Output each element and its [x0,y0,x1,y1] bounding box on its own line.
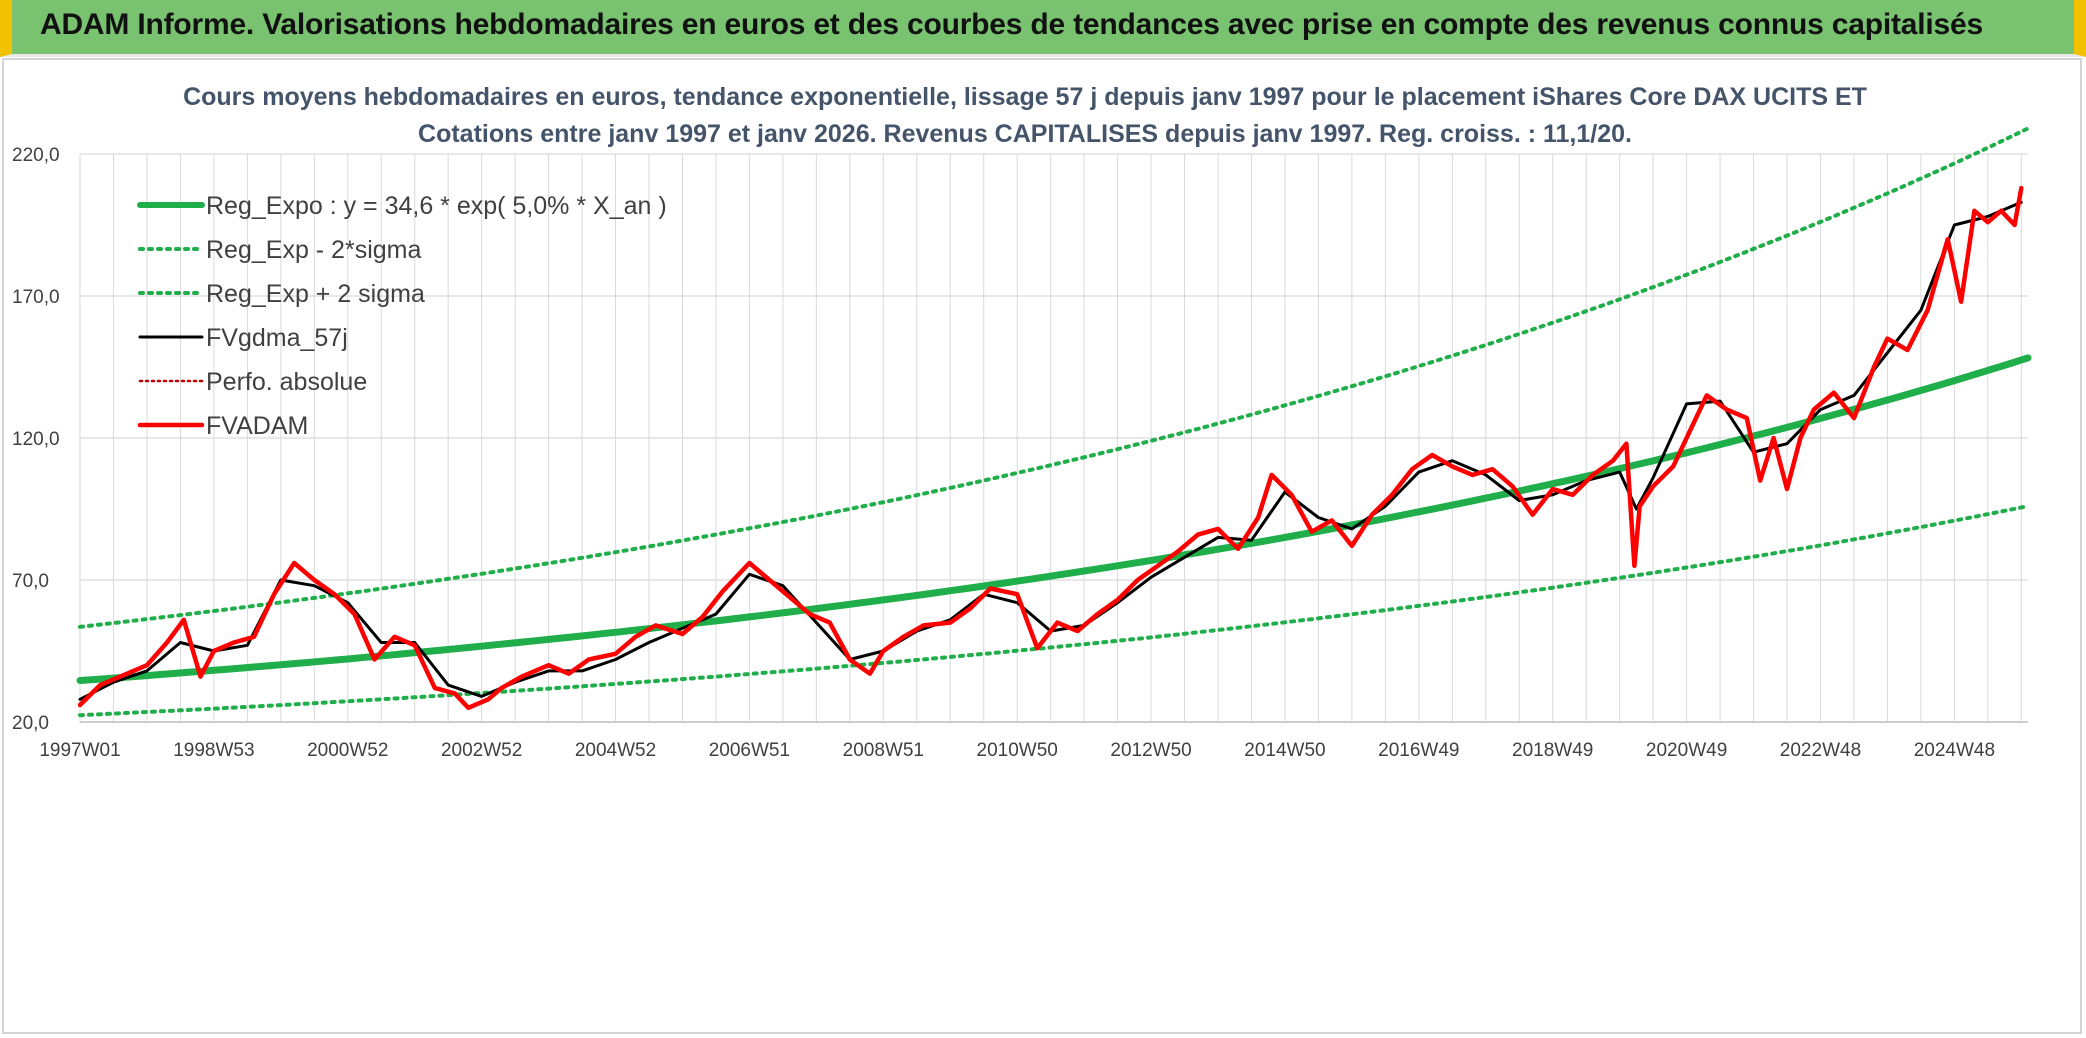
legend-entry-2: Reg_Exp + 2 sigma [206,280,425,308]
report-banner: ADAM Informe. Valorisations hebdomadaire… [0,0,2086,57]
y-tick-label: 70,0 [12,571,49,592]
series-line-5 [77,185,2024,711]
chart-legend: Reg_Expo : y = 34,6 * exp( 5,0% * X_an )… [137,192,667,440]
legend-entry-1: Reg_Exp - 2*sigma [206,236,421,264]
legend-entry-5: FVADAM [206,412,308,440]
legend-entry-4: Perfo. absolue [206,368,367,396]
x-tick-label: 2008W51 [843,740,924,761]
chart-frame: Cours moyens hebdomadaires en euros, ten… [2,58,2082,1034]
x-tick-label: 2022W48 [1780,740,1861,761]
series-layer [76,126,2032,718]
x-tick-label: 2020W49 [1646,740,1727,761]
x-tick-label: 2010W50 [977,740,1058,761]
y-tick-label: 120,0 [12,429,60,450]
series-line-0 [76,354,2032,684]
x-tick-label: 2012W50 [1110,740,1191,761]
x-tick-label: 2000W52 [307,740,388,761]
legend-entry-0: Reg_Expo : y = 34,6 * exp( 5,0% * X_an ) [206,192,667,220]
x-tick-label: 2002W52 [441,740,522,761]
y-tick-label: 170,0 [12,287,60,308]
x-tick-label: 1998W53 [173,740,254,761]
x-tick-label: 1997W01 [39,740,120,761]
x-tick-label: 2024W48 [1914,740,1995,761]
legend-entry-3: FVgdma_57j [206,324,348,352]
y-axis-tick-labels: 20,0 70,0 120,0 170,0 220,0 [12,145,60,734]
y-tick-label: 220,0 [12,145,60,166]
chart-title-line-2: Cotations entre janv 1997 et janv 2026. … [418,120,1632,148]
trend-chart: Cours moyens hebdomadaires en euros, ten… [12,83,2032,761]
series-line-2 [78,126,2030,629]
x-tick-label: 2018W49 [1512,740,1593,761]
x-tick-label: 2014W50 [1244,740,1325,761]
y-tick-label: 20,0 [12,713,49,734]
x-tick-label: 2004W52 [575,740,656,761]
report-banner-title: ADAM Informe. Valorisations hebdomadaire… [40,8,1983,41]
x-tick-label: 2016W49 [1378,740,1459,761]
x-tick-label: 2006W51 [709,740,790,761]
x-axis-tick-labels: 1997W01 1998W53 2000W52 2002W52 2004W52 2006W… [39,740,1995,761]
series-line-1 [78,504,2030,718]
chart-title-line-1: Cours moyens hebdomadaires en euros, ten… [183,83,1867,111]
